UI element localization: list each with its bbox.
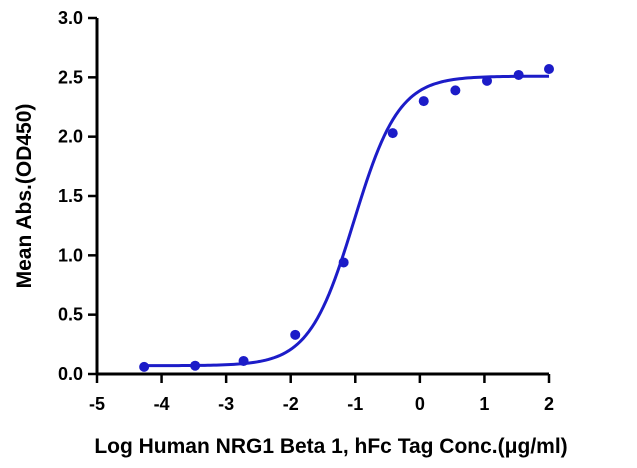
- fit-curve: [144, 74, 549, 368]
- data-point: [450, 85, 461, 96]
- x-axis-title: Log Human NRG1 Beta 1, hFc Tag Conc.(μg/…: [94, 435, 567, 458]
- data-point: [513, 69, 524, 80]
- x-tick-label: -1: [347, 394, 363, 414]
- data-points: [139, 64, 554, 372]
- data-point: [238, 355, 249, 366]
- data-point: [418, 96, 429, 107]
- y-axis-title: Mean Abs.(OD450): [13, 104, 36, 289]
- x-tick-label: 2: [544, 394, 554, 414]
- data-point: [338, 257, 349, 268]
- data-point: [482, 75, 493, 86]
- data-point: [290, 329, 301, 340]
- x-tick-label: 1: [479, 394, 489, 414]
- data-point: [190, 360, 201, 371]
- y-tick-label: 3.0: [58, 8, 83, 28]
- y-tick-label: 0.0: [58, 364, 83, 384]
- x-tick-label: -5: [89, 394, 105, 414]
- y-tick-label: 1.0: [58, 245, 83, 265]
- data-point: [139, 361, 150, 372]
- x-tick-label: -4: [154, 394, 170, 414]
- y-tick-label: 2.0: [58, 127, 83, 147]
- y-tick-label: 1.5: [58, 186, 83, 206]
- y-tick-label: 0.5: [58, 305, 83, 325]
- data-point: [387, 128, 398, 139]
- x-tick-label: -3: [218, 394, 234, 414]
- x-axis: -5 -4 -3 -2 -1 0 1 2: [89, 372, 554, 414]
- data-point: [544, 64, 554, 75]
- y-tick-label: 2.5: [58, 67, 83, 87]
- x-tick-label: 0: [415, 394, 425, 414]
- x-tick-label: -2: [283, 394, 299, 414]
- y-axis: 0.0 0.5 1.0 1.5 2.0 2.5 3.0: [58, 8, 99, 384]
